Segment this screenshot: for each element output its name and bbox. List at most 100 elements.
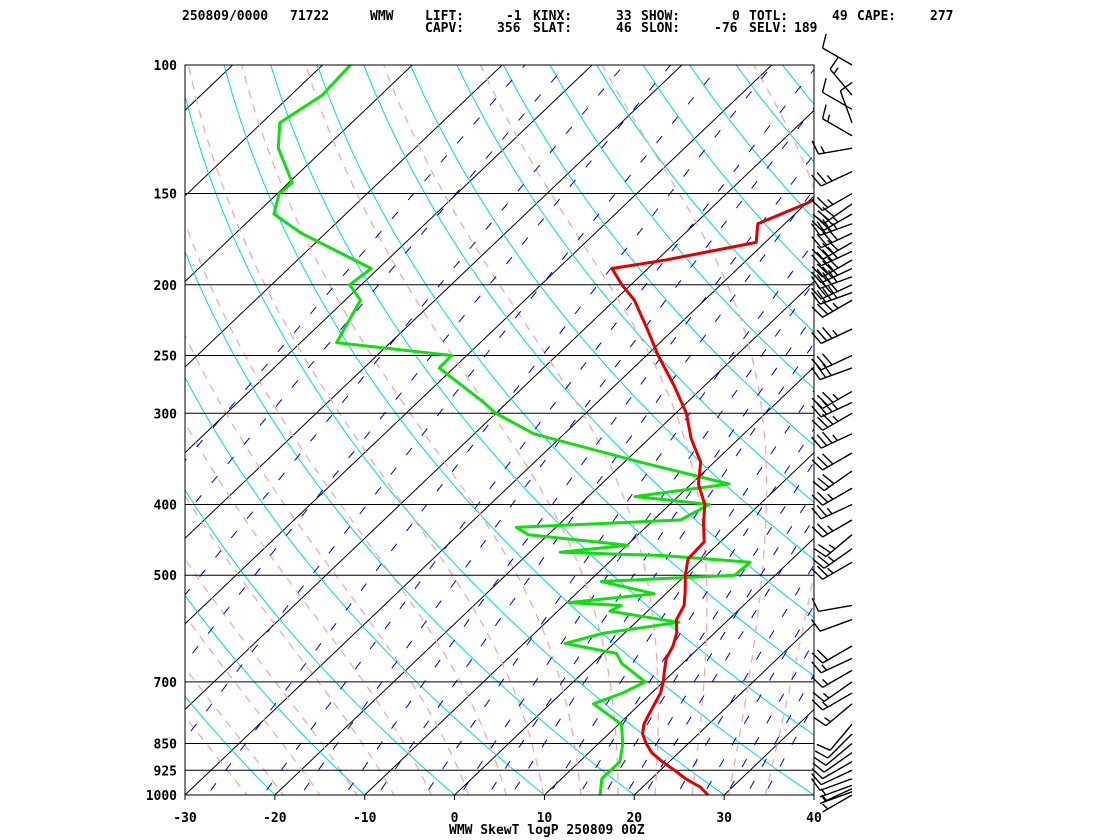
wind-barb (813, 742, 853, 766)
wind-barb-feather (816, 263, 829, 275)
wind-barb-feather (811, 507, 822, 520)
moist-adiabat (305, 65, 619, 795)
slon-label: SLON: (641, 21, 681, 36)
moist-adiabat (185, 557, 358, 795)
wind-barb-feather (811, 405, 822, 418)
wind-barb-staff (825, 703, 853, 727)
wind-barb-half-feather (833, 67, 839, 75)
wind-barb-staff (822, 561, 853, 580)
wind-barb (829, 56, 853, 96)
mixing-ratio-line (644, 517, 814, 795)
wind-barb-half-feather (826, 507, 833, 515)
dry-adiabat (876, 65, 1120, 811)
wind-barb-feather (813, 547, 827, 558)
wind-barb-staff (822, 192, 853, 212)
wind-barb-staff (822, 118, 853, 137)
dry-adiabat (456, 65, 814, 503)
wind-barb-feather (810, 618, 821, 632)
wind-barb-feather (811, 436, 822, 449)
wind-barb (810, 219, 853, 237)
wind-barb-feather (829, 56, 839, 70)
dry-adiabat (782, 65, 814, 105)
mixing-ratio-line (510, 342, 814, 795)
wind-barb-staff (820, 503, 853, 520)
wind-barb-feather (816, 289, 827, 303)
wind-barb-feather (813, 756, 827, 766)
dry-adiabat (185, 794, 186, 795)
temperature-tick-label: -30 (173, 811, 197, 826)
pressure-tick-label: 1000 (146, 789, 177, 804)
wind-barb-half-feather (821, 664, 828, 671)
wind-barb-staff (823, 752, 853, 773)
wind-barb-feather (821, 453, 834, 465)
wind-barb (812, 752, 853, 773)
pressure-tick-label: 925 (154, 764, 177, 779)
wind-barb-feather (816, 172, 828, 184)
dry-adiabat (689, 65, 814, 220)
wind-barb (811, 769, 853, 786)
wind-barb-staff (829, 723, 853, 751)
wind-barb-feather (839, 81, 853, 92)
wind-barb-half-feather (822, 678, 829, 685)
wind-barb-feather (816, 251, 828, 264)
wind-barb-feather (810, 778, 821, 791)
temperature-tick-label: 40 (806, 811, 822, 826)
wind-barb-staff (820, 769, 853, 786)
wind-barb (821, 78, 853, 110)
isotherm (185, 65, 593, 454)
wind-barb-staff (822, 412, 853, 431)
wind-barb-feather (810, 223, 821, 236)
pressure-tick-label: 150 (154, 188, 178, 203)
wind-barb-feather (811, 254, 822, 267)
moist-adiabat (601, 65, 768, 795)
moist-adiabat (185, 715, 248, 795)
wind-barb-staff (823, 470, 853, 492)
wind-barb (811, 140, 853, 155)
mixing-ratio-line (487, 314, 814, 795)
wind-barb-half-feather (832, 415, 839, 422)
wind-barb-feather (827, 239, 839, 251)
dewpoint-trace (272, 65, 752, 795)
moist-adiabat (187, 65, 545, 795)
wind-barb-feather (811, 459, 824, 471)
wind-barb-feather (816, 268, 828, 281)
mixing-ratio-line (702, 604, 814, 795)
moist-adiabat (752, 65, 814, 795)
wind-barb-half-feather (828, 544, 836, 550)
isotherm (0, 49, 160, 811)
wind-barb (813, 534, 853, 558)
dry-adiabat (185, 376, 546, 795)
wind-barb-feather (812, 213, 825, 224)
wind-barb-feather (810, 367, 821, 380)
totl-label: TOTL: (749, 9, 789, 24)
wind-barb (810, 285, 853, 305)
wind-barb-feather (816, 565, 829, 577)
wind-barb-staff (819, 778, 853, 792)
wind-barb-feather (821, 260, 834, 272)
wind-barb (811, 239, 853, 261)
wind-barb (811, 412, 853, 431)
wind-barb-staff (825, 742, 853, 766)
wind-barb-feather (816, 394, 829, 406)
wind-barb (811, 257, 853, 278)
dry-adiabat (185, 695, 276, 795)
wind-barb (811, 452, 853, 471)
cape-value: 277 (930, 9, 954, 24)
wind-barb (812, 681, 853, 702)
mixing-ratio-line (548, 389, 814, 795)
wind-barb-feather (811, 271, 822, 284)
show-value: 0 (732, 9, 740, 24)
wind-barb (811, 487, 853, 506)
plot-frame (184, 64, 815, 796)
isotherm (723, 708, 814, 795)
wind-barb-feather (811, 676, 824, 688)
wind-barb-feather (821, 391, 834, 403)
wind-barb-feather (821, 242, 834, 254)
pressure-tick-label: 300 (154, 407, 178, 422)
wind-barb-feather (811, 597, 820, 612)
totl-value: 49 (832, 9, 848, 24)
wind-barb (811, 561, 853, 580)
wind-barb (816, 723, 853, 751)
wind-barb-half-feather (832, 216, 839, 223)
